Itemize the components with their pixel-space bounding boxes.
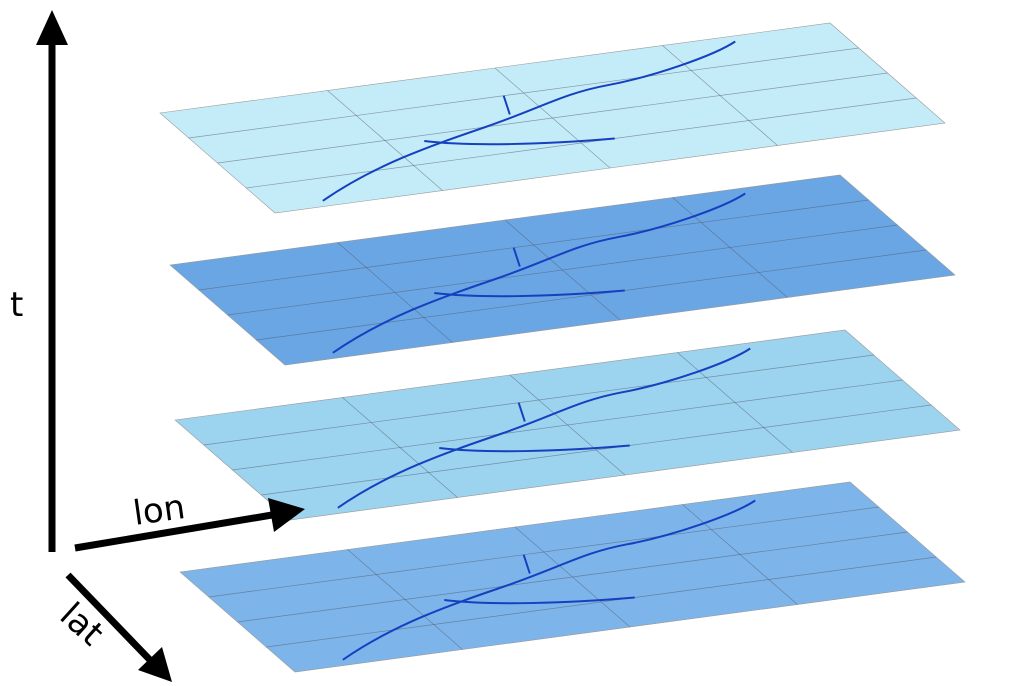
diagram: t lon lat	[0, 0, 1021, 686]
lat-label: lat	[52, 595, 111, 654]
t-label: t	[10, 285, 23, 325]
lon-label: lon	[131, 487, 188, 534]
t-arrowhead	[36, 10, 68, 45]
